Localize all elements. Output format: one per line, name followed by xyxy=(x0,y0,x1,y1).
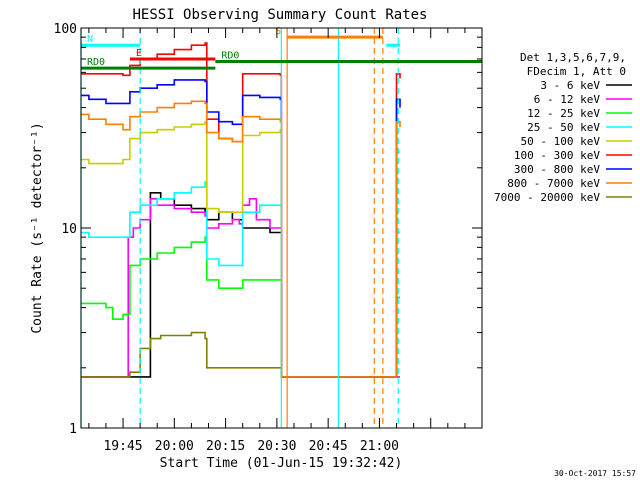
y-tick-label-2: 100 xyxy=(54,22,77,37)
legend-label-1: 6 - 12 keV xyxy=(534,93,601,106)
x-tick-label-4: 20:45 xyxy=(309,439,348,454)
legend-header-1: FDecim 1, Att 0 xyxy=(527,65,626,78)
chart-title: HESSI Observing Summary Count Rates xyxy=(132,7,427,23)
y-tick-label-1: 10 xyxy=(61,222,77,237)
legend-label-6: 300 - 800 keV xyxy=(514,163,600,176)
state-bar-label-5: S xyxy=(275,26,281,37)
x-tick-label-0: 19:45 xyxy=(103,439,142,454)
x-tick-label-3: 20:30 xyxy=(257,439,296,454)
state-bar-label-0: N xyxy=(87,34,93,45)
state-bar-label-3: RD0 xyxy=(221,50,239,61)
y-axis-label: Count Rate (s⁻¹ detector⁻¹) xyxy=(30,122,45,333)
state-bar-label-2: E xyxy=(136,48,142,59)
legend-label-5: 100 - 300 keV xyxy=(514,149,600,162)
legend-header-0: Det 1,3,5,6,7,9, xyxy=(520,51,626,64)
legend-label-2: 12 - 25 keV xyxy=(527,107,600,120)
x-tick-label-2: 20:15 xyxy=(206,439,245,454)
x-axis-label: Start Time (01-Jun-15 19:32:42) xyxy=(160,456,403,471)
legend: Det 1,3,5,6,7,9,FDecim 1, Att 03 - 6 keV… xyxy=(494,51,632,204)
legend-label-8: 7000 - 20000 keV xyxy=(494,191,600,204)
timestamp: 30-Oct-2017 15:57 xyxy=(554,469,636,478)
y-tick-label-0: 1 xyxy=(69,422,77,437)
axes-layer: 1 10 100 19:45 20:00 20:15 20:30 20:45 21:00 xyxy=(54,22,483,454)
legend-label-7: 800 - 7000 keV xyxy=(507,177,600,190)
legend-label-4: 50 - 100 keV xyxy=(521,135,601,148)
series-line-8 xyxy=(81,331,283,378)
x-tick-label-1: 20:00 xyxy=(155,439,194,454)
state-bar-label-4: RD0 xyxy=(87,57,105,68)
legend-label-3: 25 - 50 keV xyxy=(527,121,600,134)
legend-label-0: 3 - 6 keV xyxy=(540,79,600,92)
x-tick-label-5: 21:00 xyxy=(360,439,399,454)
